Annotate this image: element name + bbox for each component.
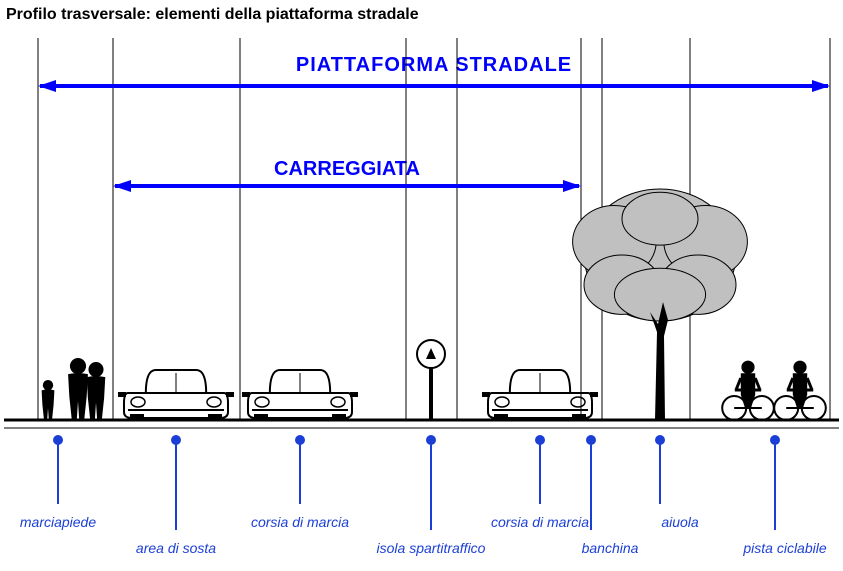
diagram-svg: [0, 0, 843, 571]
